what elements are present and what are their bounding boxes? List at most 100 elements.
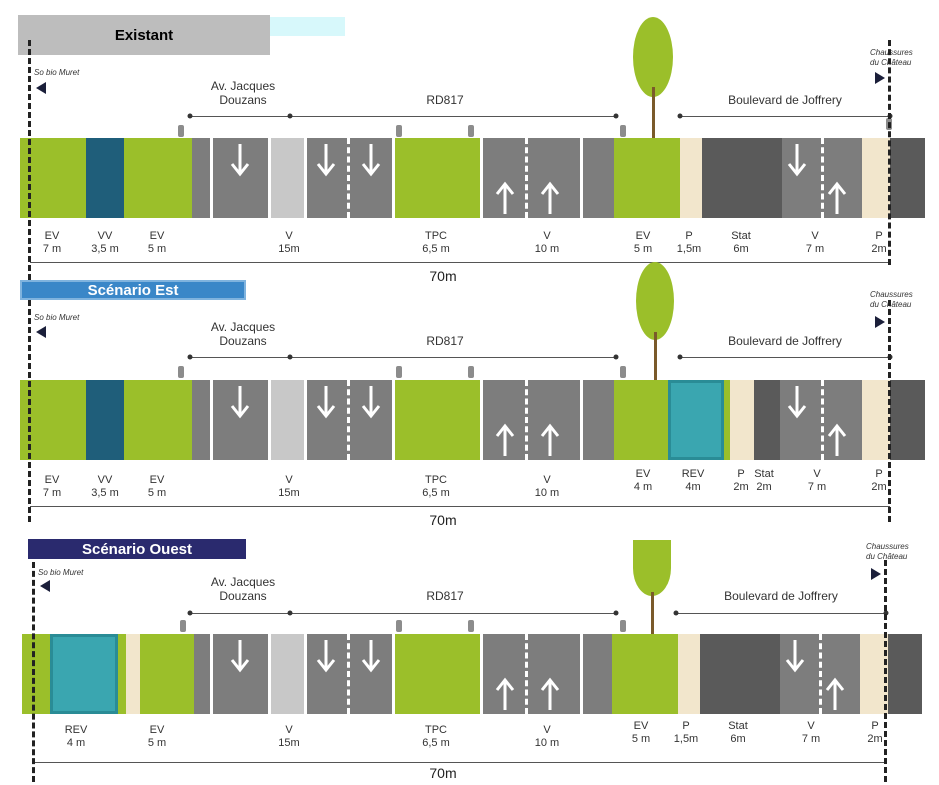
street-boulevard: Boulevard de Joffrery <box>728 334 842 348</box>
bollard <box>178 125 184 137</box>
total-dimension-line <box>30 262 890 263</box>
seg-vv <box>86 138 124 218</box>
seg-green-edge <box>118 634 126 714</box>
total-width: 70m <box>429 268 457 284</box>
bollard <box>620 366 626 378</box>
total-width: 70m <box>429 765 457 781</box>
seg-ev <box>22 634 50 714</box>
bracket-av <box>190 613 290 614</box>
label-vv: VV 3,5 m <box>91 230 119 255</box>
label-v: V 10 m <box>534 230 560 255</box>
lane-line <box>580 138 583 218</box>
street-av-line2: Douzans <box>219 334 267 348</box>
cross-section-band <box>20 138 925 218</box>
label-p: P 2m <box>867 720 883 745</box>
right-flag-icon <box>875 72 885 84</box>
left-landmark: So bio Muret <box>34 313 80 322</box>
left-flag-icon <box>36 326 46 338</box>
seg-rev <box>668 380 724 460</box>
seg-light <box>270 380 304 460</box>
label-stat: Stat 6m <box>731 230 751 255</box>
tree-icon <box>633 540 671 634</box>
street-av-line1: Av. Jacques <box>210 320 276 334</box>
seg-road <box>480 380 614 460</box>
bracket-rd <box>290 613 616 614</box>
arrow-down-icon <box>787 386 807 419</box>
seg-rev <box>50 634 118 714</box>
arrow-down-icon <box>230 386 250 419</box>
street-boulevard: Boulevard de Joffrery <box>728 93 842 107</box>
left-boundary-line <box>28 300 31 522</box>
right-landmark-1: Chaussures <box>866 542 909 551</box>
arrow-up-icon <box>495 181 515 214</box>
seg-p <box>126 634 140 714</box>
lane-line <box>210 138 213 218</box>
street-boulevard: Boulevard de Joffrery <box>724 589 838 603</box>
label-tpc: TPC 6,5 m <box>422 474 450 499</box>
lane-line <box>392 380 395 460</box>
lane-line <box>347 380 350 460</box>
seg-ev <box>124 138 192 218</box>
label-ev: EV 5 m <box>631 720 651 745</box>
label-tpc: TPC 6,5 m <box>422 230 450 255</box>
total-dimension-line <box>34 762 886 763</box>
arrow-down-icon <box>230 640 250 673</box>
label-ev: EV 5 m <box>147 724 167 749</box>
lane-line <box>480 138 483 218</box>
bollard <box>180 620 186 632</box>
lane-line <box>580 380 583 460</box>
label-ev: EV 7 m <box>42 474 62 499</box>
right-flag-icon <box>875 316 885 328</box>
arrow-up-icon <box>495 423 515 456</box>
seg-tpc <box>394 634 480 714</box>
arrow-down-icon <box>787 144 807 177</box>
arrow-up-icon <box>540 181 560 214</box>
arrow-down-icon <box>361 144 381 177</box>
bracket-av <box>190 357 290 358</box>
bollard <box>468 620 474 632</box>
tree-icon <box>633 17 673 155</box>
lane-line <box>268 138 271 218</box>
right-boundary-line <box>884 560 887 782</box>
bollard <box>468 366 474 378</box>
bollard <box>620 125 626 137</box>
left-flag-icon <box>40 580 50 592</box>
bollard <box>396 366 402 378</box>
lane-line <box>304 634 307 714</box>
seg-road <box>480 634 612 714</box>
seg-road <box>480 138 614 218</box>
arrow-up-icon <box>827 423 847 456</box>
label-p: P 2m <box>871 230 887 255</box>
seg-p <box>730 380 754 460</box>
seg-p <box>678 634 700 714</box>
seg-p <box>862 138 890 218</box>
seg-tpc <box>394 380 480 460</box>
label-stat: Stat 6m <box>728 720 748 745</box>
bracket-dot <box>187 113 193 119</box>
lane-line <box>210 634 213 714</box>
arrow-down-icon <box>361 386 381 419</box>
cross-section-band <box>22 634 922 714</box>
label-p: P 2m <box>733 468 749 493</box>
lane-line <box>392 634 395 714</box>
left-landmark: So bio Muret <box>38 568 84 577</box>
label-vv: VV 3,5 m <box>91 474 119 499</box>
label-stat: Stat 2m <box>754 468 774 493</box>
street-av-line2: Douzans <box>219 589 267 603</box>
badge-scenario-ouest: Scénario Ouest <box>28 539 246 559</box>
seg-road <box>890 380 925 460</box>
lane-line <box>580 634 583 714</box>
bracket-av <box>190 116 290 117</box>
bracket-dot <box>613 610 619 616</box>
seg-road <box>194 634 270 714</box>
seg-p <box>862 380 890 460</box>
lane-line <box>821 138 824 218</box>
right-boundary-line <box>888 40 891 265</box>
label-ev: EV 5 m <box>147 230 167 255</box>
seg-tpc <box>394 138 480 218</box>
lane-line <box>480 634 483 714</box>
bracket-dot <box>677 113 683 119</box>
lane-line <box>347 634 350 714</box>
